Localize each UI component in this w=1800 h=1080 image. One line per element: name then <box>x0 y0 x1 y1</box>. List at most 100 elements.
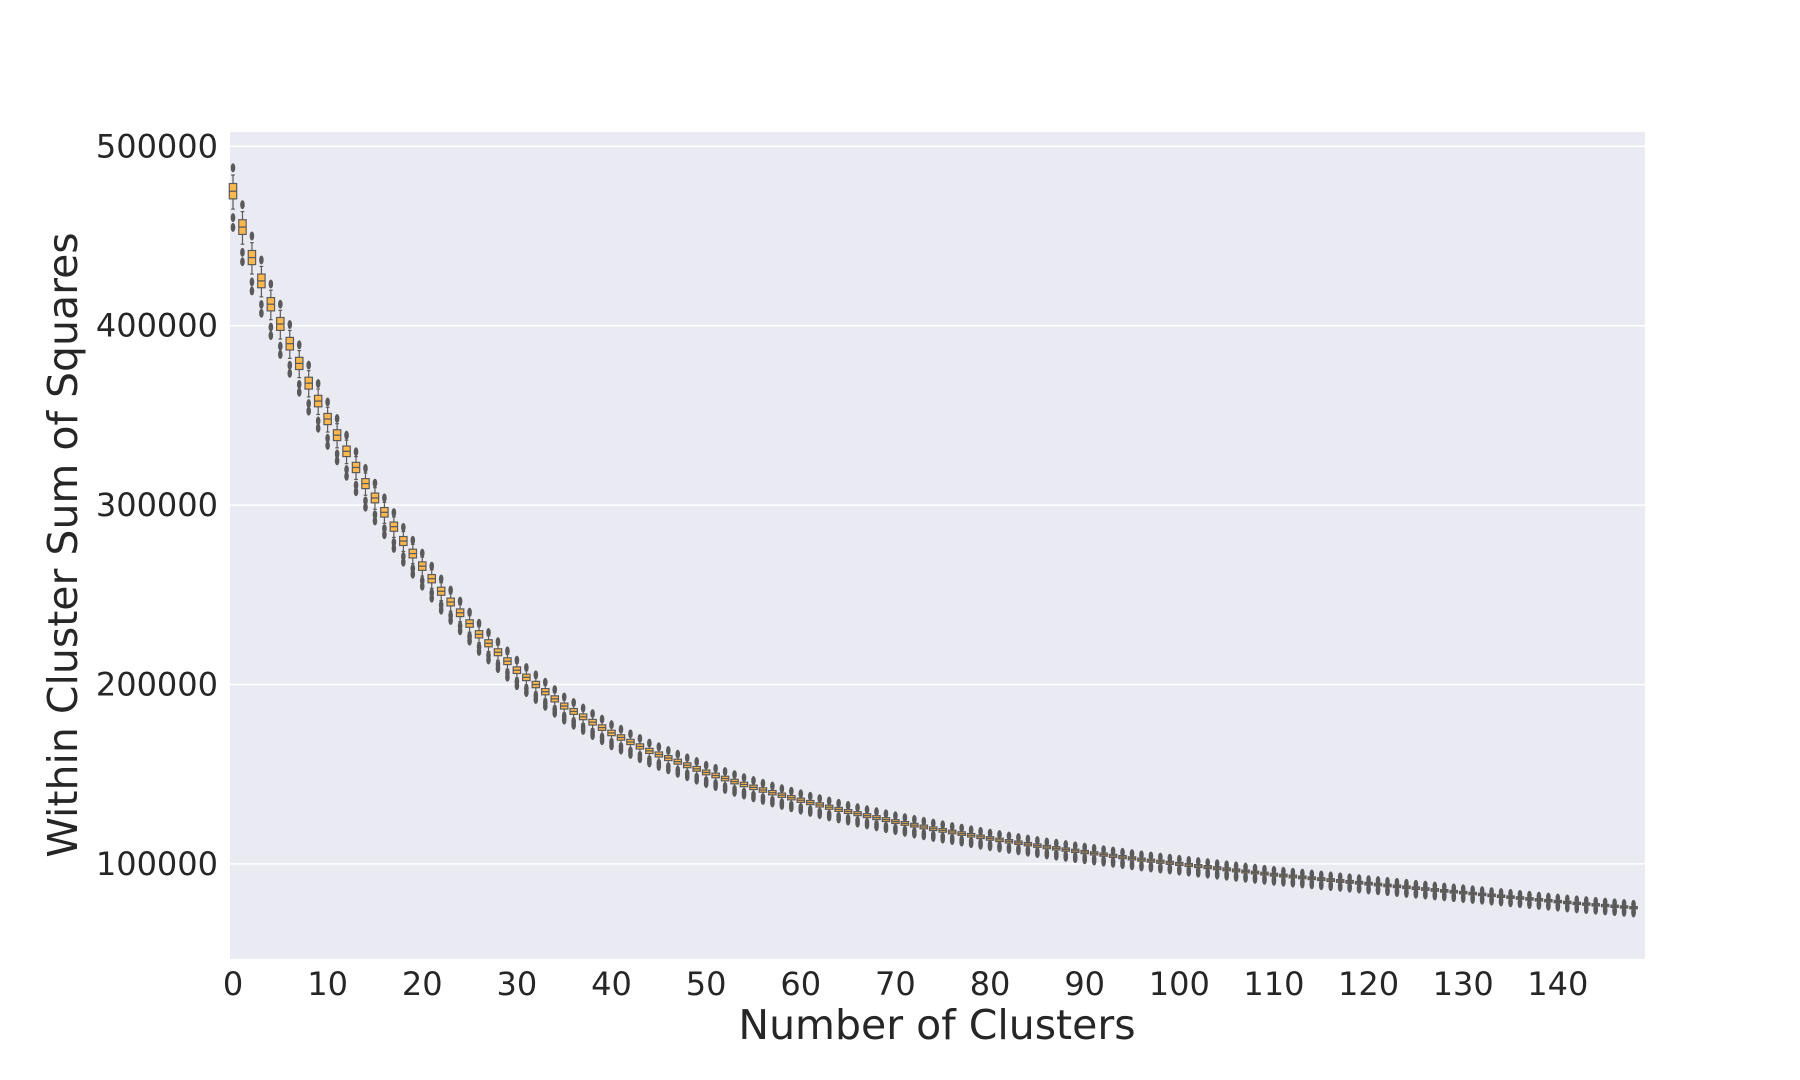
box-outlier <box>1233 861 1239 871</box>
box-outlier <box>278 349 283 359</box>
y-grid-lines <box>230 145 1645 865</box>
box-outlier <box>429 561 435 571</box>
box-outlier <box>296 340 302 350</box>
box-outlier <box>505 672 510 682</box>
box <box>1458 884 1468 904</box>
box <box>588 709 597 741</box>
box-outlier <box>1404 888 1409 898</box>
box-outlier <box>912 829 917 839</box>
box <box>1354 874 1364 894</box>
box <box>947 821 957 846</box>
box-outlier <box>278 341 283 351</box>
box-outlier <box>1555 893 1561 903</box>
box-outlier <box>845 816 851 826</box>
box-outlier <box>401 557 406 567</box>
box-outlier <box>1564 903 1570 913</box>
box-outlier <box>391 508 397 518</box>
box-outlier <box>1195 856 1201 866</box>
box-outlier <box>1593 896 1598 906</box>
box-outlier <box>1110 858 1116 868</box>
box <box>645 738 654 768</box>
box <box>616 724 626 755</box>
box <box>1402 878 1411 898</box>
box-outlier <box>1432 891 1438 901</box>
box-outlier <box>1508 888 1513 898</box>
box-outlier <box>249 286 255 296</box>
box-outlier <box>495 664 501 674</box>
box-outlier <box>1177 866 1182 876</box>
box-outlier <box>1451 893 1457 903</box>
box-outlier <box>713 763 718 773</box>
box <box>247 231 257 296</box>
box-outlier <box>1224 871 1229 881</box>
box-outlier <box>694 757 699 767</box>
box-outlier <box>1517 889 1523 899</box>
box-outlier <box>1016 833 1021 843</box>
box-outlier <box>893 811 898 821</box>
box <box>323 397 332 450</box>
box-outlier <box>722 766 728 776</box>
box <box>559 692 569 725</box>
box-outlier <box>552 708 558 718</box>
box-outlier <box>1470 885 1475 895</box>
box-outlier <box>1262 875 1267 885</box>
box-outlier <box>249 277 255 287</box>
box <box>1156 852 1165 874</box>
box-outlier <box>391 543 397 553</box>
box-outlier <box>930 818 936 828</box>
box-outlier <box>760 778 766 788</box>
box-outlier <box>1044 837 1050 847</box>
box-outlier <box>1063 840 1069 850</box>
box <box>370 478 380 526</box>
box-outlier <box>296 387 302 397</box>
box <box>228 163 238 232</box>
box <box>995 830 1004 853</box>
box <box>1506 888 1515 908</box>
box-outlier <box>1148 863 1154 873</box>
x-tick-label: 120 <box>1338 965 1399 1003</box>
box-outlier <box>1205 858 1210 868</box>
x-tick-label: 110 <box>1243 965 1304 1003</box>
box-outlier <box>874 822 879 832</box>
box-outlier <box>647 738 652 748</box>
box-outlier <box>325 440 330 450</box>
box-outlier <box>675 768 681 778</box>
box-outlier <box>1224 860 1229 870</box>
box <box>1364 875 1373 895</box>
box-outlier <box>751 793 756 803</box>
box <box>720 766 730 794</box>
box-outlier <box>1385 887 1390 897</box>
box <box>910 814 919 839</box>
box-outlier <box>1186 867 1192 877</box>
box-outlier <box>1101 857 1106 867</box>
box-outlier <box>770 781 775 791</box>
box-outlier <box>1631 899 1636 909</box>
box-outlier <box>949 821 955 831</box>
box-outlier <box>1271 865 1277 875</box>
box-outlier <box>1318 881 1324 891</box>
box-outlier <box>401 522 406 532</box>
box-outlier <box>864 820 870 830</box>
box-outlier <box>940 820 946 830</box>
box-outlier <box>486 627 491 637</box>
box-outlier <box>1025 847 1031 857</box>
box <box>1373 876 1383 896</box>
box <box>777 784 787 810</box>
box-outlier <box>1139 862 1144 872</box>
box-outlier <box>1413 889 1419 899</box>
box <box>635 733 645 764</box>
box <box>1534 891 1544 910</box>
box-outlier <box>259 308 264 318</box>
box-outlier <box>372 478 378 488</box>
box-outlier <box>1546 892 1551 902</box>
plot-background <box>230 132 1645 959</box>
box <box>1260 864 1269 885</box>
box-outlier <box>807 791 813 801</box>
box-outlier <box>770 798 775 808</box>
box-outlier <box>1385 876 1390 886</box>
box-outlier <box>1631 908 1636 918</box>
box-outlier <box>997 830 1002 840</box>
box <box>730 770 739 797</box>
box-outlier <box>542 701 548 711</box>
box-outlier <box>836 798 841 808</box>
